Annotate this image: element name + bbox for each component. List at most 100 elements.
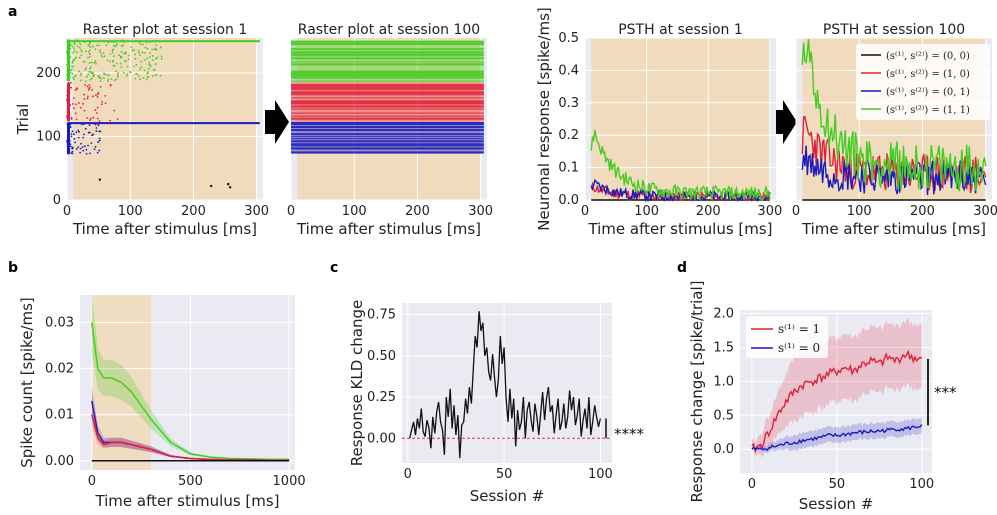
spike-dot	[145, 78, 148, 81]
y-axis-label: Trial	[14, 104, 32, 136]
spike-dot	[113, 109, 116, 112]
trial-row	[291, 119, 484, 121]
stimulus-window	[73, 38, 257, 200]
spike-dot	[86, 117, 89, 120]
series-line	[91, 322, 290, 461]
trial-row	[291, 102, 484, 104]
spike-dot	[123, 52, 126, 55]
spike-dot	[68, 132, 71, 135]
y-tick-label: 0.50	[367, 349, 396, 364]
spike-dot	[112, 44, 115, 47]
x-axis-label: Session #	[470, 487, 545, 505]
spike-dot	[85, 67, 87, 69]
spike-dot	[111, 49, 114, 52]
spike-dot	[140, 66, 143, 69]
panel-label-d: d	[677, 260, 687, 276]
spike-dot	[69, 145, 72, 148]
confidence-band	[91, 403, 290, 461]
spike-dot	[78, 46, 81, 49]
spike-dot	[71, 130, 74, 133]
trial-row	[291, 78, 484, 80]
trial-row	[291, 152, 484, 154]
spike-dot	[95, 112, 98, 114]
series-line	[801, 145, 987, 196]
y-axis-label: Neuronal response [spike/ms]	[535, 7, 553, 231]
y-tick-label: 100	[36, 129, 61, 144]
x-tick-label: 300	[244, 204, 269, 219]
spike-dot	[141, 43, 144, 46]
spike-dot	[70, 147, 73, 150]
spike-dot	[155, 57, 157, 60]
spike-dot	[68, 125, 71, 128]
spike-dot	[94, 145, 97, 148]
spike-dot	[149, 52, 152, 55]
spike-dot	[122, 44, 125, 47]
spike-dot	[71, 45, 74, 48]
spike-dot	[81, 50, 83, 53]
trial-row	[291, 80, 484, 82]
spike-dot	[134, 77, 137, 80]
spike-dot	[79, 147, 82, 150]
spike-dot	[84, 68, 87, 71]
spike-dot	[66, 68, 69, 71]
trial-row	[291, 142, 484, 144]
y-axis-label: Response KLD change	[348, 300, 366, 467]
spike-dot	[72, 47, 75, 50]
trial-row	[291, 66, 484, 68]
series-line	[590, 129, 771, 201]
spike-dot	[88, 84, 91, 86]
spike-dot	[154, 48, 157, 51]
trial-row	[291, 69, 484, 71]
trial-row	[291, 147, 484, 149]
spike-dot	[68, 150, 71, 152]
spike-dot	[87, 89, 90, 91]
spike-dot	[66, 111, 69, 114]
trial-row	[291, 94, 484, 96]
spike-dot	[100, 103, 103, 106]
x-tick-label: 100	[342, 204, 367, 219]
y-tick-label: 0.25	[367, 390, 396, 405]
spike-dot	[67, 92, 70, 95]
plot-background	[402, 303, 612, 463]
spike-dot	[104, 102, 107, 105]
x-tick-label: 100	[847, 204, 872, 219]
spike-dot	[74, 103, 77, 106]
spike-dot	[97, 93, 99, 96]
spike-dot	[151, 48, 154, 51]
spike-dot	[75, 56, 77, 59]
trial-row	[291, 101, 484, 103]
spike-dot	[69, 143, 72, 146]
spike-dot	[82, 102, 84, 105]
spike-dot	[79, 151, 82, 154]
spike-dot	[155, 48, 158, 51]
x-tick-label: 0	[404, 467, 412, 482]
spike-dot	[90, 61, 93, 64]
spike-dot	[141, 51, 144, 54]
spike-dot	[92, 116, 95, 119]
trial-row	[291, 122, 484, 125]
spike-dot	[70, 86, 73, 89]
spike-dot	[69, 126, 72, 128]
spike-dot	[87, 56, 89, 59]
spike-dot	[137, 74, 140, 77]
spike-dot	[83, 109, 86, 112]
spike-dot	[108, 74, 110, 77]
spike-dot	[73, 97, 75, 100]
spike-dot	[92, 45, 95, 48]
trial-row	[291, 143, 484, 145]
spike-dot	[66, 94, 69, 97]
spike-dot	[118, 54, 121, 57]
spike-dot	[139, 78, 141, 81]
spike-dot	[98, 130, 100, 133]
spike-dot	[135, 72, 138, 75]
trial-row	[291, 131, 484, 133]
trial-row	[291, 149, 484, 151]
trial-row	[291, 116, 484, 118]
raster-group	[98, 178, 232, 189]
x-axis-label: Time after stimulus [ms]	[94, 492, 279, 510]
trial-row	[291, 81, 484, 84]
spike-dot	[127, 58, 130, 61]
spike-dot	[92, 72, 94, 75]
spike-dot	[72, 76, 75, 79]
trial-row	[291, 86, 484, 88]
